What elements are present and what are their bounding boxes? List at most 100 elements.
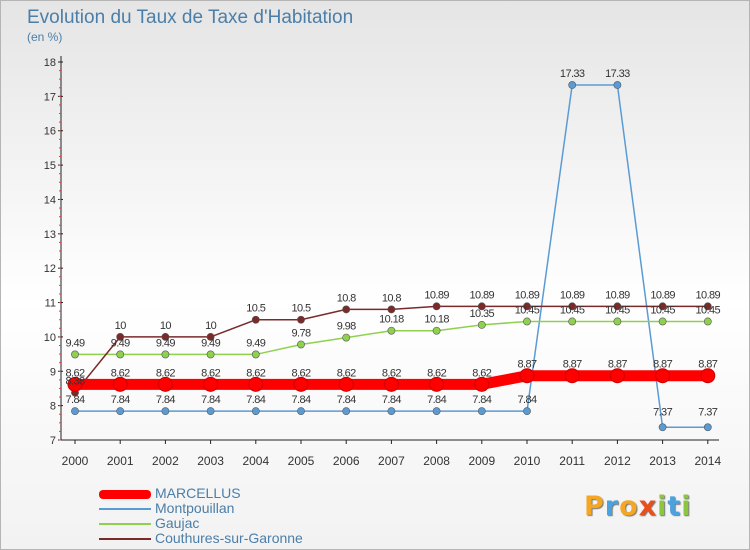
- data-point: [116, 333, 125, 341]
- data-point: [523, 302, 531, 311]
- y-tick-label: 11: [45, 298, 56, 310]
- data-point: [703, 317, 712, 326]
- axes: 18 17 16 15 14 13 12 11 10 9 8 7 2000 2001 2002 2003 200…: [44, 56, 721, 468]
- x-tick-label: 2001: [107, 454, 134, 468]
- data-label: 10.8: [382, 292, 401, 304]
- data-label: 8.62: [201, 367, 220, 379]
- data-label: 9.49: [111, 337, 130, 349]
- data-label: 8.62: [156, 367, 175, 379]
- data-point: [655, 368, 671, 384]
- data-label: 10.45: [515, 304, 540, 316]
- data-point: [387, 407, 396, 416]
- data-point: [703, 302, 712, 311]
- x-tick-label: 2011: [559, 454, 585, 468]
- data-label: 9.49: [156, 337, 175, 349]
- data-point: [429, 376, 445, 392]
- data-label: 8.87: [653, 359, 672, 371]
- data-label: 10.5: [291, 303, 310, 315]
- data-point: [157, 376, 173, 392]
- data-point: [613, 302, 622, 311]
- legend-label: Gaujac: [155, 515, 200, 531]
- data-point: [71, 350, 79, 359]
- data-label: 10.89: [424, 289, 449, 301]
- data-label: 10.18: [379, 314, 404, 326]
- data-point: [658, 317, 667, 326]
- x-tick-label: 2002: [152, 454, 179, 468]
- data-label: 8.87: [608, 359, 627, 371]
- data-point: [477, 407, 486, 416]
- legend-item: Gaujac: [99, 516, 303, 531]
- data-point: [568, 302, 577, 311]
- data-label: 9.98: [337, 321, 356, 333]
- data-label: 8.62: [111, 367, 130, 379]
- brand-letter: o: [619, 491, 639, 522]
- y-tick-label: 18: [44, 57, 56, 69]
- data-point: [338, 376, 354, 392]
- x-tick-label: 2008: [423, 454, 450, 468]
- data-point: [342, 333, 351, 342]
- data-label: 9.49: [246, 337, 265, 349]
- data-point: [297, 315, 305, 324]
- legend-label: Couthures-sur-Garonne: [155, 530, 303, 546]
- data-label: 8.62: [246, 367, 265, 379]
- data-point: [116, 407, 125, 416]
- brand-letter: r: [604, 491, 620, 522]
- data-point: [432, 302, 441, 311]
- data-point: [251, 407, 260, 416]
- data-point: [342, 407, 351, 416]
- data-label: 9.49: [65, 337, 84, 349]
- data-point: [474, 376, 490, 392]
- data-label: 10.89: [696, 289, 721, 301]
- data-label: 10.5: [246, 303, 265, 315]
- legend-item: MARCELLUS: [99, 486, 303, 501]
- brand-letter: i: [657, 491, 668, 522]
- data-label: 10.89: [560, 289, 585, 301]
- y-tick-label: 14: [44, 194, 56, 206]
- data-point: [703, 423, 712, 432]
- data-label: 10: [115, 320, 127, 332]
- data-label: 7.84: [246, 394, 265, 406]
- data-point: [477, 320, 486, 329]
- x-tick-label: 2012: [604, 454, 631, 468]
- data-point: [206, 333, 215, 341]
- data-point: [206, 350, 215, 359]
- y-tick-label: 10: [44, 332, 56, 344]
- data-label: 7.37: [653, 406, 672, 418]
- data-label: 10.8: [337, 292, 356, 304]
- data-label: 8.62: [65, 367, 84, 379]
- data-point: [251, 350, 260, 359]
- data-point: [293, 376, 309, 392]
- data-point: [432, 326, 441, 335]
- data-label: 9.49: [201, 337, 220, 349]
- data-point: [251, 315, 260, 324]
- y-tick-label: 13: [44, 229, 56, 241]
- data-point: [519, 368, 535, 384]
- legend: MARCELLUS Montpouillan Gaujac Couthures-sur…: [99, 486, 303, 546]
- data-label: 10: [160, 320, 172, 332]
- y-tick-label: 17: [44, 91, 56, 103]
- data-label: 8.62: [427, 367, 446, 379]
- x-tick-label: 2014: [694, 454, 721, 468]
- data-point: [206, 407, 215, 416]
- legend-label: MARCELLUS: [155, 485, 241, 501]
- data-label: 10.45: [560, 304, 585, 316]
- data-label: 8.38: [65, 376, 84, 388]
- y-tick-label: 16: [44, 126, 56, 138]
- data-point: [568, 317, 577, 326]
- x-tick-label: 2007: [378, 454, 405, 468]
- data-point: [383, 376, 399, 392]
- legend-swatch: [99, 489, 151, 499]
- y-tick-label: 8: [50, 401, 56, 413]
- data-label: 10.18: [424, 314, 449, 326]
- x-tick-label: 2003: [197, 454, 224, 468]
- x-tick-label: 2013: [649, 454, 676, 468]
- legend-swatch: [99, 508, 151, 511]
- data-point: [613, 317, 622, 326]
- brand-letter: t: [667, 491, 682, 522]
- y-tick-label: 12: [44, 263, 56, 275]
- data-point: [67, 376, 83, 392]
- data-label: 8.87: [563, 359, 582, 371]
- data-label: 7.84: [427, 394, 446, 406]
- x-tick-label: 2006: [333, 454, 360, 468]
